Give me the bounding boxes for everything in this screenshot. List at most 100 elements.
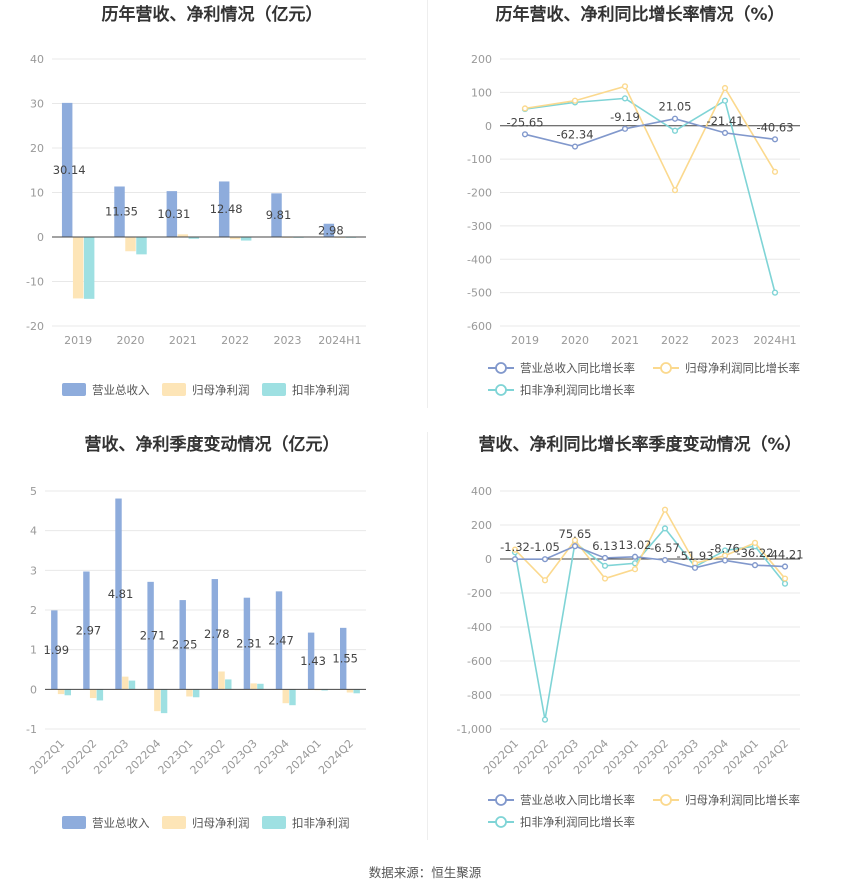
bar-deducted-net-profit — [321, 689, 328, 691]
bar-deducted-net-profit — [353, 689, 360, 694]
legend-label: 营业总收入同比增长率 — [520, 361, 635, 375]
bar-deducted-net-profit — [160, 689, 168, 714]
y-tick-label: 0 — [485, 553, 492, 566]
data-label: -40.63 — [756, 120, 793, 134]
data-label: 2.47 — [268, 633, 294, 647]
legend-swatch — [62, 383, 86, 396]
y-tick-label: -100 — [467, 153, 492, 166]
y-tick-label: -10 — [26, 276, 44, 289]
x-tick-label: 2024H1 — [318, 334, 361, 347]
data-source: 数据来源：恒生聚源 — [368, 865, 482, 880]
data-label: 1.43 — [300, 654, 326, 668]
data-point — [671, 187, 679, 194]
bar-revenue — [218, 181, 230, 237]
y-tick-label: 5 — [30, 485, 37, 498]
data-point — [661, 525, 669, 532]
bar-revenue — [323, 223, 335, 237]
divider-bottom — [427, 432, 428, 840]
bar-parent-net-profit — [218, 671, 225, 690]
bar-revenue — [114, 186, 125, 237]
y-tick-label: -400 — [467, 621, 492, 634]
legend-marker — [495, 794, 507, 806]
quarterly-bar-chart-svg: 营收、净利季度变动情况（亿元）543210-12022Q12022Q22022Q… — [26, 434, 366, 830]
bar-deducted-net-profit — [128, 680, 136, 690]
data-point — [601, 554, 609, 562]
series-line-revenue-growth — [524, 117, 776, 148]
data-point — [721, 97, 729, 104]
series-line-parent-profit-growth — [524, 85, 776, 192]
data-label: 2.25 — [172, 638, 198, 652]
y-tick-label: 0 — [485, 120, 492, 133]
bar-parent-net-profit — [122, 676, 129, 690]
data-point — [621, 83, 629, 90]
data-point — [631, 566, 639, 573]
data-point — [721, 557, 729, 564]
x-tick-label: 2024Q2 — [316, 737, 356, 777]
y-tick-label: 4 — [30, 525, 37, 538]
bar-revenue — [147, 581, 154, 690]
legend-label: 营业总收入 — [92, 816, 150, 830]
bar-deducted-net-profit — [96, 689, 104, 701]
data-label: -25.65 — [506, 115, 543, 129]
series-line-parent-profit-growth — [514, 507, 786, 582]
chart-title: 营收、净利季度变动情况（亿元） — [85, 434, 340, 455]
data-label: -9.19 — [610, 110, 640, 124]
legend-swatch — [262, 383, 286, 396]
data-label: 10.31 — [157, 207, 190, 221]
bar-revenue — [307, 632, 315, 690]
bar-deducted-net-profit — [240, 237, 252, 241]
bar-parent-net-profit — [229, 237, 241, 240]
quarterly-growth-line-chart: 营收、净利同比增长率季度变动情况（%） 400 200 0 -200 -400 -600 -8… — [428, 428, 850, 848]
data-label: -36.22 — [736, 546, 773, 560]
data-label: -21.41 — [706, 114, 743, 128]
bar-deducted-net-profit — [289, 689, 296, 706]
data-label: 2.31 — [236, 637, 262, 651]
bar-revenue — [83, 571, 90, 690]
y-tick-label: 400 — [471, 485, 492, 498]
legend-label: 归母净利润 — [192, 383, 250, 397]
legend-swatch — [162, 816, 186, 829]
y-tick-label: -500 — [467, 287, 492, 300]
bar-revenue — [179, 600, 186, 690]
legend-label: 扣非净利润同比增长率 — [520, 383, 635, 397]
bar-parent-net-profit — [154, 689, 161, 712]
data-label: 11.35 — [105, 205, 138, 219]
data-point — [661, 557, 669, 564]
quarterly-growth-line-chart-svg: 营收、净利同比增长率季度变动情况（%） 400 200 0 -200 -400 -600 -8… — [457, 434, 804, 829]
bar-revenue — [271, 193, 282, 237]
bar-deducted-net-profit — [83, 237, 95, 299]
bar-parent-net-profit — [282, 689, 289, 704]
y-tick-label: 20 — [30, 142, 44, 155]
y-tick-label: -200 — [467, 587, 492, 600]
x-tick-label: 2023 — [274, 334, 302, 347]
legend-marker — [660, 794, 672, 806]
data-point — [511, 556, 519, 563]
data-point — [751, 562, 759, 569]
y-tick-label: -600 — [467, 655, 492, 668]
data-point — [771, 289, 779, 296]
legend-label: 扣非净利润 — [292, 383, 350, 397]
data-point — [661, 506, 669, 513]
legend-swatch — [62, 816, 86, 829]
data-point — [601, 575, 609, 582]
bar-deducted-net-profit — [225, 679, 232, 690]
y-tick-label: -600 — [467, 320, 492, 333]
data-point — [571, 543, 579, 550]
data-label: 2.98 — [318, 223, 344, 237]
bar-deducted-net-profit — [257, 683, 264, 690]
bar-parent-net-profit — [89, 689, 97, 699]
data-label: 75.65 — [559, 527, 592, 541]
x-tick-label: 2019 — [511, 334, 539, 347]
data-point — [621, 125, 629, 132]
data-point — [541, 577, 549, 584]
data-label: -6.57 — [650, 541, 680, 555]
data-point — [601, 562, 609, 569]
bar-revenue — [339, 627, 347, 690]
data-label: 4.81 — [108, 587, 134, 601]
data-point — [541, 556, 549, 563]
series-line-deducted-profit-growth — [524, 97, 776, 293]
data-label: 9.81 — [266, 208, 292, 222]
y-tick-label: -200 — [467, 187, 492, 200]
chart-title: 历年营收、净利情况（亿元） — [102, 4, 323, 25]
bar-parent-net-profit — [125, 237, 136, 252]
